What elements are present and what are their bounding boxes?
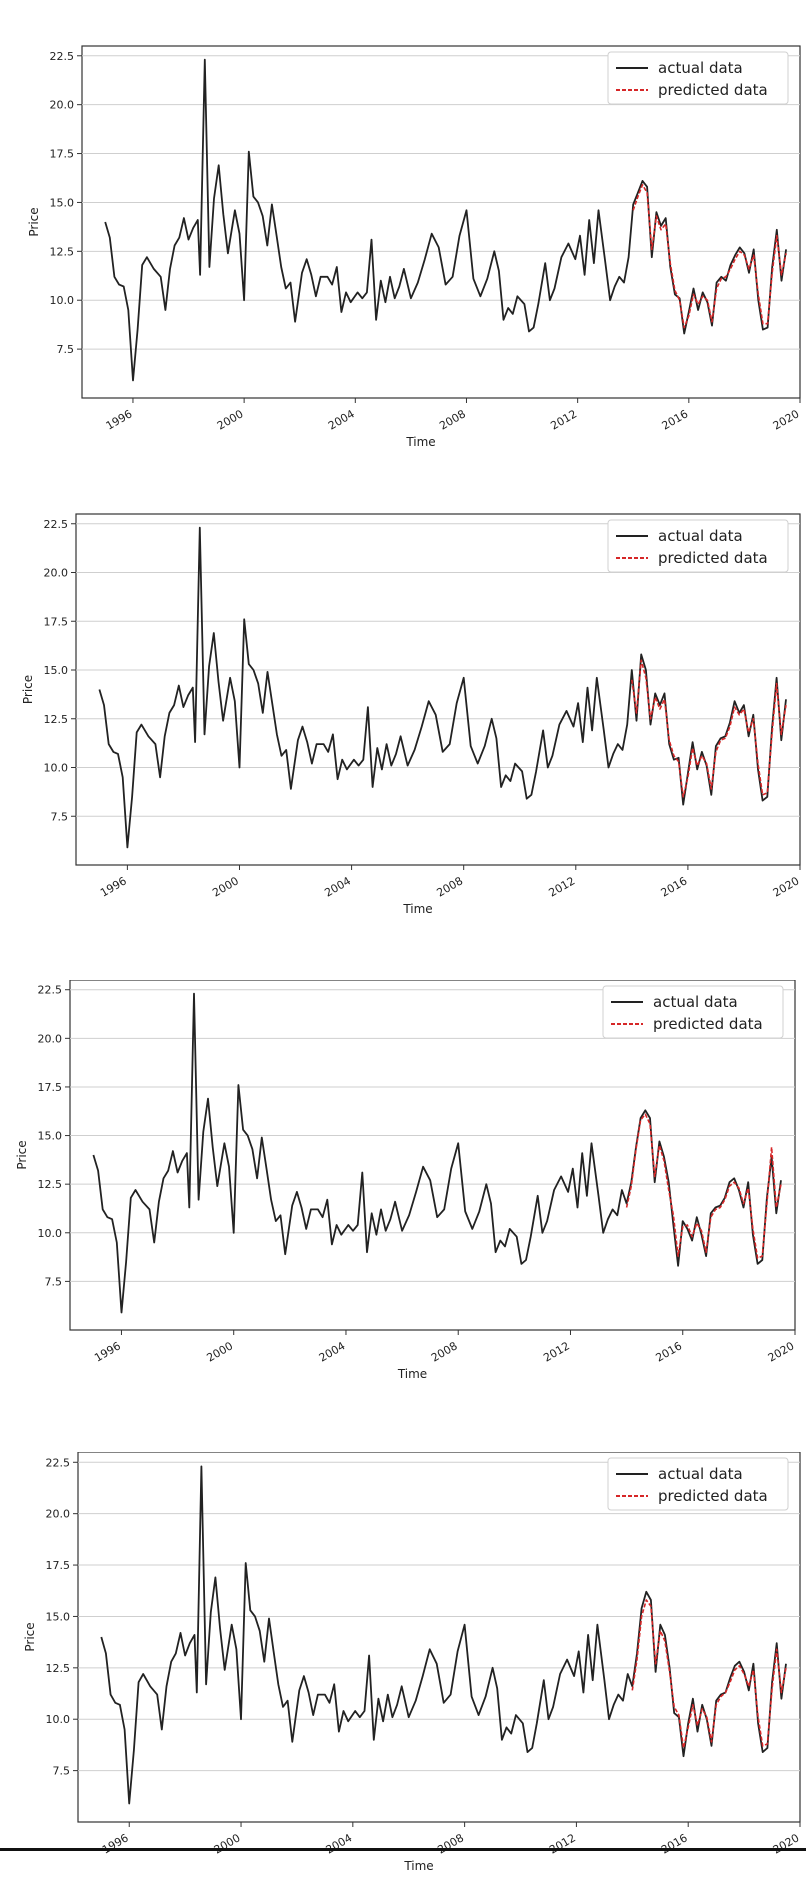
x-tick-label: 2020 <box>771 407 802 432</box>
x-tick-label: 2020 <box>771 1831 802 1856</box>
predicted-data-line <box>625 1113 782 1259</box>
x-tick-label: 2012 <box>541 1339 572 1364</box>
legend <box>607 51 789 105</box>
predicted-data-line <box>632 184 787 329</box>
x-tick-label: 2020 <box>766 1339 797 1364</box>
legend <box>607 519 789 573</box>
x-tick-label: 1996 <box>98 874 129 899</box>
y-tick-label: 15.0 <box>50 196 75 209</box>
y-tick-label: 12.5 <box>44 713 69 726</box>
x-tick-label: 2012 <box>547 874 578 899</box>
x-tick-label: 2000 <box>204 1339 235 1364</box>
chart-2: 7.5 10.0 12.5 15.0 17.5 20.0 22.5 1996 2000 2004 2… <box>21 513 802 916</box>
y-tick-label: 17.5 <box>50 148 75 161</box>
x-tick-label: 2004 <box>326 407 357 432</box>
y-tick-label: 12.5 <box>38 1178 63 1191</box>
x-axis-label: Time <box>403 1859 433 1873</box>
y-tick-label: 17.5 <box>46 1559 71 1572</box>
y-tick-label: 20.0 <box>38 1032 63 1045</box>
y-tick-label: 12.5 <box>46 1662 71 1675</box>
x-tick-label: 2000 <box>212 1831 243 1856</box>
legend-label: predicted data <box>653 1015 763 1033</box>
legend-label: predicted data <box>658 549 768 567</box>
legend <box>607 1457 789 1511</box>
y-tick-label: 22.5 <box>38 984 63 997</box>
y-tick-label: 15.0 <box>46 1610 71 1623</box>
x-tick-label: 2016 <box>659 874 690 899</box>
x-tick-label: 2004 <box>317 1339 348 1364</box>
y-tick-label: 20.0 <box>50 99 75 112</box>
y-tick-label: 10.0 <box>46 1713 71 1726</box>
y-axis-label: Price <box>27 207 41 236</box>
x-tick-label: 2016 <box>659 1831 690 1856</box>
y-tick-label: 22.5 <box>50 50 75 63</box>
chart-3: 7.5 10.0 12.5 15.0 17.5 20.0 22.5 1996 2000 2004 2… <box>15 980 797 1381</box>
chart-1: 7.5 10.0 12.5 15.0 17.5 20.0 22.5 1996 2000 2004 2… <box>27 45 802 449</box>
x-tick-label: 2000 <box>210 874 241 899</box>
y-tick-label: 12.5 <box>50 245 75 258</box>
x-tick-label: 1996 <box>92 1339 123 1364</box>
x-tick-label: 2008 <box>429 1339 460 1364</box>
x-axis-label: Time <box>405 435 435 449</box>
y-tick-label: 20.0 <box>46 1508 71 1521</box>
x-axis-label: Time <box>397 1367 427 1381</box>
x-tick-label: 2012 <box>548 407 579 432</box>
x-tick-label: 2020 <box>771 874 802 899</box>
x-tick-label: 2012 <box>547 1831 578 1856</box>
x-tick-label: 2008 <box>437 407 468 432</box>
x-tick-label: 1996 <box>104 407 135 432</box>
y-axis-label: Price <box>23 1622 37 1651</box>
x-tick-label: 2000 <box>215 407 246 432</box>
y-tick-label: 10.0 <box>44 762 69 775</box>
y-axis-label: Price <box>15 1140 29 1169</box>
y-tick-label: 17.5 <box>38 1081 63 1094</box>
y-tick-label: 22.5 <box>44 518 69 531</box>
x-tick-label: 2008 <box>435 1831 466 1856</box>
y-tick-label: 15.0 <box>38 1130 63 1143</box>
legend-label: actual data <box>658 59 743 77</box>
y-tick-label: 7.5 <box>45 1275 63 1288</box>
x-tick-label: 2008 <box>434 874 465 899</box>
actual-data-line <box>92 992 782 1314</box>
x-tick-label: 2004 <box>324 1831 355 1856</box>
legend-label: predicted data <box>658 81 768 99</box>
legend-label: actual data <box>653 993 738 1011</box>
y-axis-label: Price <box>21 675 35 704</box>
y-tick-label: 10.0 <box>50 294 75 307</box>
legend-label: actual data <box>658 527 743 545</box>
legend-label: predicted data <box>658 1487 768 1505</box>
x-axis-label: Time <box>402 902 432 916</box>
legend-label: actual data <box>658 1465 743 1483</box>
x-tick-label: 2016 <box>660 407 691 432</box>
x-tick-label: 2016 <box>653 1339 684 1364</box>
chart-4: 7.5 10.0 12.5 15.0 17.5 20.0 22.5 1996 2000 2004 2… <box>23 1452 802 1873</box>
y-tick-label: 17.5 <box>44 615 69 628</box>
y-tick-label: 22.5 <box>46 1456 71 1469</box>
x-tick-label: 2004 <box>322 874 353 899</box>
x-tick-label: 1996 <box>100 1831 131 1856</box>
predicted-data-line <box>631 659 787 798</box>
y-tick-label: 15.0 <box>44 664 69 677</box>
predicted-data-line <box>631 1599 787 1749</box>
actual-data-line <box>98 526 787 849</box>
y-tick-label: 20.0 <box>44 567 69 580</box>
bottom-divider <box>0 1848 806 1851</box>
actual-data-line <box>100 1465 787 1805</box>
y-tick-label: 7.5 <box>53 1765 71 1778</box>
legend <box>602 985 784 1039</box>
y-tick-label: 10.0 <box>38 1227 63 1240</box>
y-tick-label: 7.5 <box>51 810 69 823</box>
y-tick-label: 7.5 <box>57 343 75 356</box>
